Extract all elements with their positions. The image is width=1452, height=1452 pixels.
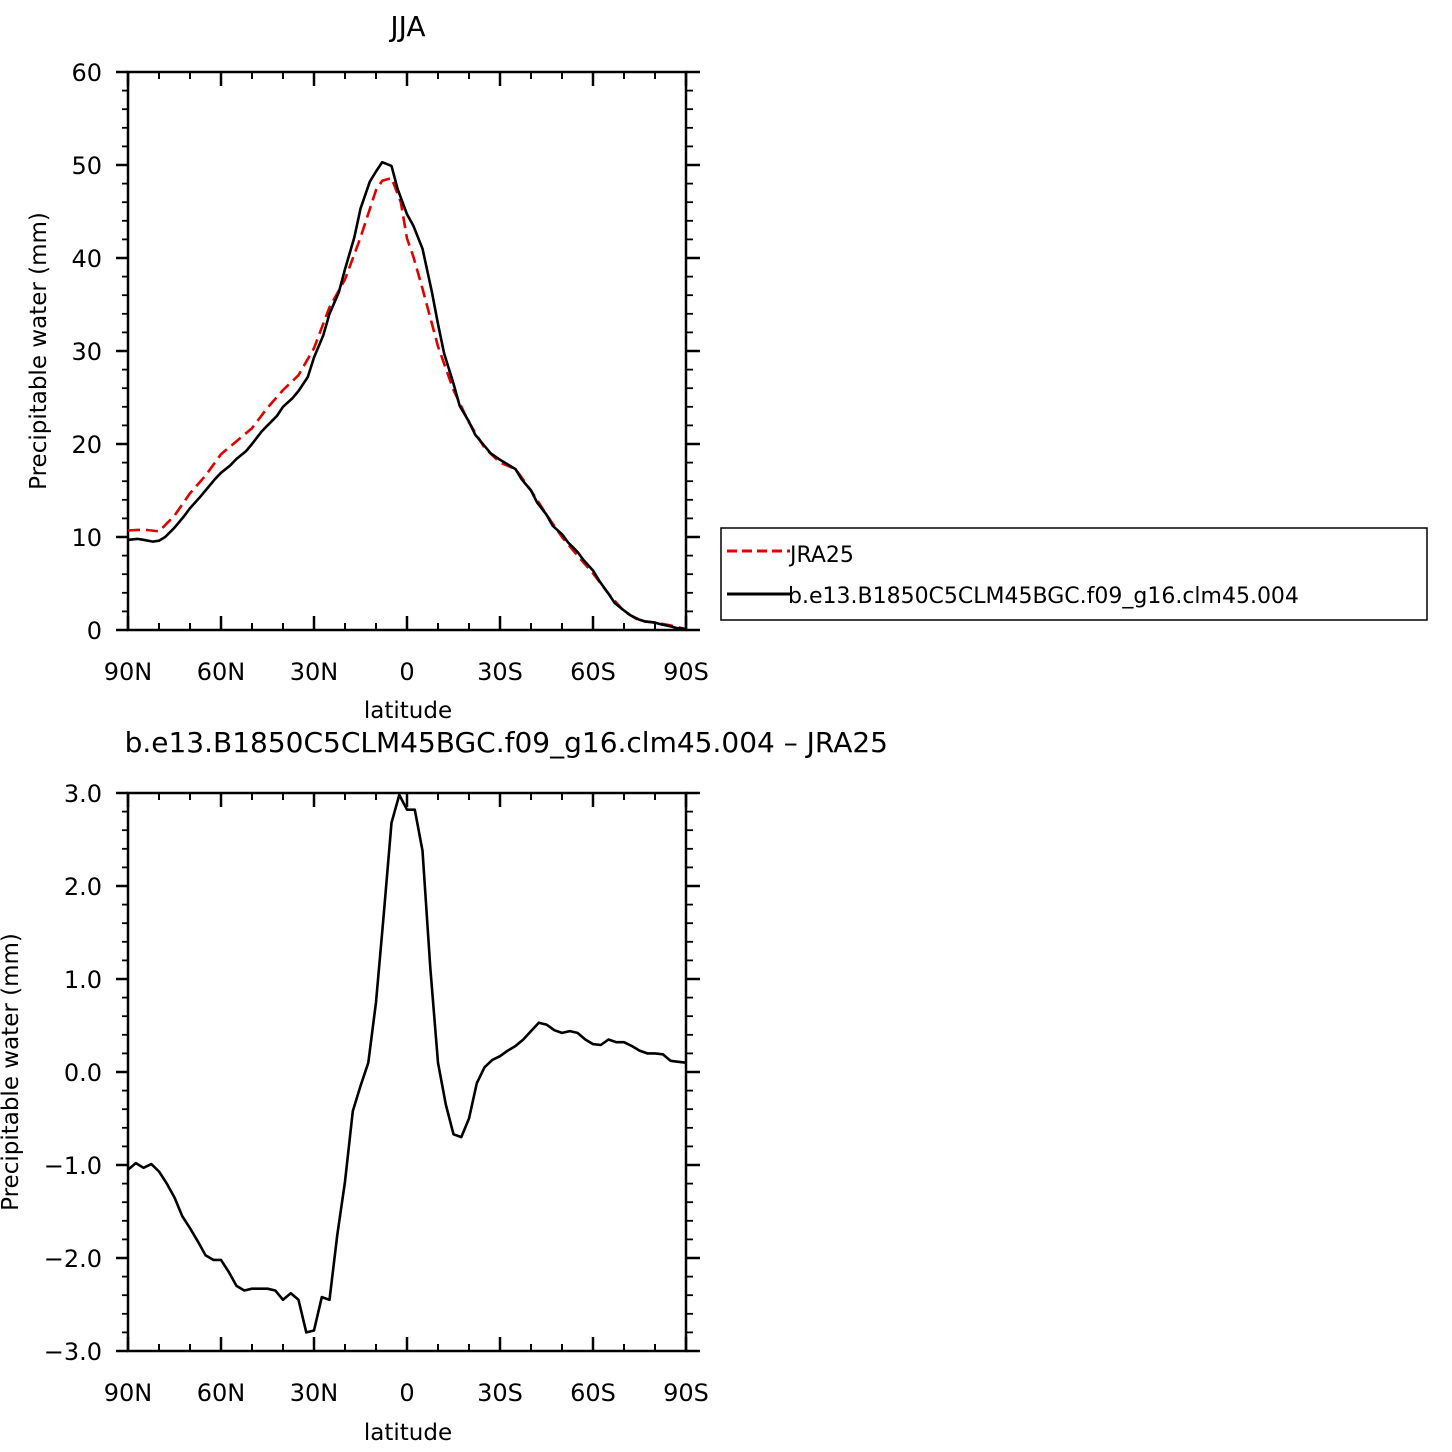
bottom-series-lines [127, 793, 687, 1334]
top-x-tick-label: 60S [570, 658, 616, 686]
bottom-y-tick-label: −3.0 [44, 1338, 102, 1366]
bottom-plot-frame [126, 791, 688, 1353]
top-plot-frame [126, 70, 688, 632]
bottom-x-tick-label: 60N [197, 1379, 246, 1407]
top-series-line-1 [127, 160, 687, 631]
top-x-tick-label: 0 [399, 658, 414, 686]
bottom-x-tick-label: 90S [663, 1379, 709, 1407]
top-y-axis-label: Precipitable water (mm) [26, 212, 52, 490]
top-y-tick-label: 10 [71, 524, 102, 552]
legend-entry-model: b.e13.B1850C5CLM45BGC.f09_g16.clm45.004 [788, 584, 1299, 609]
bottom-y-tick-label: 0.0 [64, 1059, 102, 1087]
top-y-tick-label: 60 [71, 59, 102, 87]
bottom-tick-labels: 90N 60N 30N 0 30S 60S 90S −3.0 −2.0 −1.0 0.0 1.0 2.0… [44, 780, 709, 1407]
bottom-y-tick-label: 3.0 [64, 780, 102, 808]
top-panel: JJA 90N 60N 30N 0 30S 60S 90S 0 10 20 30 40 50 60 Pre… [26, 10, 709, 724]
bottom-chart-title: b.e13.B1850C5CLM45BGC.f09_g16.clm45.004 … [125, 726, 888, 759]
bottom-y-tick-label: −2.0 [44, 1245, 102, 1273]
top-chart-title: JJA [388, 10, 425, 43]
top-y-tick-label: 50 [71, 152, 102, 180]
bottom-y-axis-label: Precipitable water (mm) [0, 933, 24, 1211]
top-x-tick-label: 90S [663, 658, 709, 686]
top-tick-labels: 90N 60N 30N 0 30S 60S 90S 0 10 20 30 40 50 60 [71, 59, 708, 686]
bottom-x-tick-label: 90N [104, 1379, 153, 1407]
bottom-axis-ticks [116, 791, 700, 1353]
top-axis-ticks [116, 70, 700, 632]
legend-entry-jra25: JRA25 [788, 543, 854, 568]
top-y-tick-label: 30 [71, 338, 102, 366]
top-y-tick-label: 0 [87, 617, 102, 645]
bottom-series-line-0 [127, 793, 687, 1334]
legend: JRA25 b.e13.B1850C5CLM45BGC.f09_g16.clm4… [720, 527, 1428, 621]
bottom-y-tick-label: 1.0 [64, 966, 102, 994]
bottom-x-tick-label: 0 [399, 1379, 414, 1407]
top-y-tick-label: 40 [71, 245, 102, 273]
top-x-tick-label: 30S [477, 658, 523, 686]
bottom-y-tick-label: −1.0 [44, 1152, 102, 1180]
bottom-x-axis-label: latitude [364, 1420, 452, 1446]
bottom-x-tick-label: 30S [477, 1379, 523, 1407]
top-series-line-0 [127, 176, 687, 631]
bottom-x-tick-label: 60S [570, 1379, 616, 1407]
top-series-lines [127, 160, 687, 631]
top-x-tick-label: 30N [290, 658, 339, 686]
bottom-panel: b.e13.B1850C5CLM45BGC.f09_g16.clm45.004 … [0, 726, 888, 1446]
top-x-tick-label: 90N [104, 658, 153, 686]
bottom-x-tick-label: 30N [290, 1379, 339, 1407]
bottom-y-tick-label: 2.0 [64, 873, 102, 901]
top-y-tick-label: 20 [71, 431, 102, 459]
top-x-tick-label: 60N [197, 658, 246, 686]
legend-box [720, 527, 1428, 621]
top-x-axis-label: latitude [364, 698, 452, 724]
